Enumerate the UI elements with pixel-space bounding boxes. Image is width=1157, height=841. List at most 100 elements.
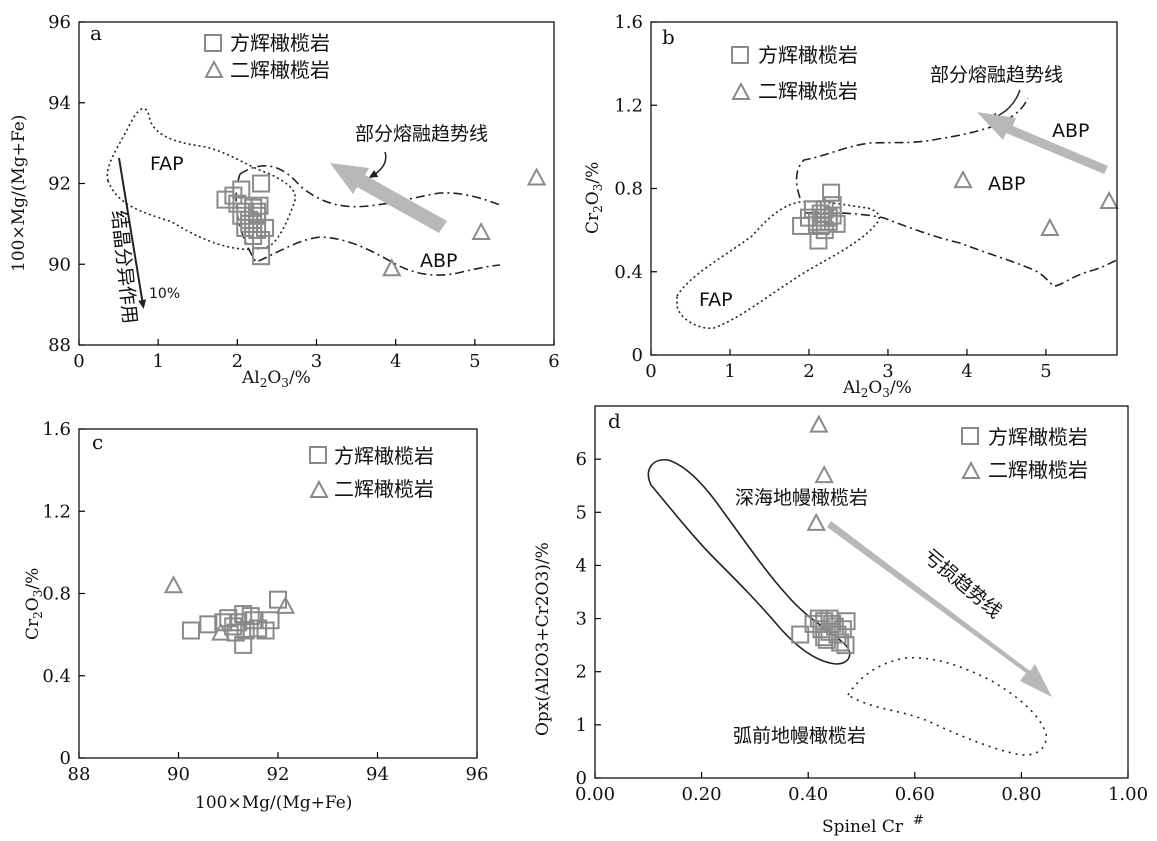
- panel-b-xlabel: Al2O3/%: [842, 378, 912, 400]
- legend-triangle-marker: [309, 479, 329, 498]
- forearc-peridotite-field: [846, 656, 1047, 756]
- legend-triangle-marker: [204, 59, 224, 78]
- panel-b-plot-frame: [650, 21, 1118, 356]
- fap-field-boundary: [106, 107, 296, 251]
- panel-d-letter: d: [608, 409, 621, 433]
- lherzolite-point: [382, 258, 402, 277]
- abyssal-peridotite-label: 深海地幔橄榄岩: [735, 487, 868, 509]
- y-tick-label: 1.2: [614, 95, 643, 116]
- y-tick-label: 2: [576, 662, 587, 683]
- lherzolite-point: [1040, 217, 1060, 237]
- harzburgite-point: [261, 611, 280, 630]
- lherzolite-point: [526, 167, 547, 186]
- panel-d-ylabel: Opx(Al2O3+Cr2O3)/%: [533, 542, 553, 736]
- x-tick-label: 0: [645, 361, 656, 382]
- lherzolite-point: [275, 595, 296, 614]
- x-tick-label: 6: [548, 351, 559, 372]
- legend-label-lherzolite: 二辉橄榄岩: [988, 458, 1088, 482]
- harzburgite-point: [256, 621, 275, 640]
- y-tick-label: 94: [48, 93, 71, 114]
- lherzolite-point: [163, 575, 184, 594]
- x-tick-label: 0.60: [895, 784, 935, 805]
- harzburgite-point: [822, 183, 841, 202]
- y-tick-label: 1: [576, 715, 587, 736]
- crystallization-arrow: [118, 157, 147, 309]
- abp-field-lower: [803, 211, 1118, 287]
- x-tick-label: 96: [466, 764, 489, 785]
- x-tick-label: 2: [232, 351, 243, 372]
- x-tick-label: 0.80: [1001, 784, 1041, 805]
- panel-c-letter: c: [92, 430, 103, 454]
- panel-b-ylabel: Cr2O3/%: [583, 162, 605, 234]
- x-tick-label: 4: [390, 351, 401, 372]
- harzburgite-point: [241, 607, 260, 626]
- x-tick-label: 1: [724, 361, 735, 382]
- lherzolite-point: [471, 221, 491, 240]
- harzburgite-point: [815, 628, 834, 647]
- x-tick-label: 94: [366, 764, 389, 785]
- legend-square-marker: [961, 427, 979, 445]
- panel-b-fields: [676, 97, 1118, 330]
- fap-field-boundary: [676, 200, 881, 330]
- harzburgite-point: [224, 617, 243, 636]
- harzburgite-point: [836, 636, 855, 655]
- harzburgite-point: [820, 609, 839, 628]
- harzburgite-point: [837, 612, 856, 631]
- x-tick-label: 5: [1040, 361, 1051, 382]
- x-tick-label: 0.40: [788, 784, 828, 805]
- panel-c-ylabel: Cr2O3/%: [23, 568, 45, 640]
- harzburgite-point: [791, 625, 810, 644]
- partial-melting-trend-arrow: [330, 163, 447, 233]
- lherzolite-point: [211, 622, 231, 641]
- legend-label-lherzolite: 二辉橄榄岩: [230, 58, 330, 82]
- panel-c: 88 90 92 94 96 0 0.4 0.8 1.2 1.6 c 方辉橄榄岩 二辉橄榄岩 10…: [23, 419, 488, 813]
- partial-melting-trend-label: 部分熔融趋势线: [355, 123, 488, 145]
- x-tick-label: 5: [469, 351, 480, 372]
- ten-percent-label: 10%: [149, 286, 180, 302]
- abp-label-lower: ABP: [988, 173, 1026, 195]
- panel-a-letter: a: [90, 21, 102, 45]
- panel-b: 0 1 2 3 4 5 0 0.4 0.8 1.2 1.6 b 方辉橄榄岩 二辉橄榄岩 部分熔融趋势…: [583, 12, 1119, 400]
- panel-a-xlabel: Al2O3/%: [241, 368, 311, 390]
- x-tick-label: 0: [73, 351, 84, 372]
- x-tick-label: 88: [68, 764, 91, 785]
- crystallization-label: 结晶分异作用: [107, 209, 141, 325]
- harzburgite-point: [232, 180, 251, 199]
- harzburgite-point: [252, 174, 271, 193]
- depletion-trend-arrow: [827, 521, 1052, 697]
- x-tick-label: 1.00: [1108, 784, 1148, 805]
- legend-label-lherzolite: 二辉橄榄岩: [758, 79, 858, 103]
- abp-label: ABP: [420, 250, 458, 272]
- harzburgite-point: [199, 615, 218, 634]
- fap-label: FAP: [150, 153, 184, 175]
- panel-d-xlabel: Spinel Cr #: [822, 813, 924, 837]
- x-tick-label: 3: [882, 361, 893, 382]
- legend-label-harzburgite: 方辉橄榄岩: [334, 444, 434, 468]
- panel-c-plot-frame: [78, 428, 478, 759]
- x-tick-label: 0.20: [682, 784, 722, 805]
- harzburgite-point: [252, 247, 271, 266]
- legend-square-marker: [204, 34, 222, 52]
- forearc-peridotite-label: 弧前地幔橄榄岩: [733, 725, 866, 747]
- panel-a-plot-frame: [78, 21, 555, 346]
- panel-c-xlabel: 100×Mg/(Mg+Fe): [195, 793, 352, 813]
- trend-label-pointer: [368, 151, 387, 179]
- panel-b-letter: b: [662, 25, 675, 49]
- harzburgite-point: [827, 214, 846, 233]
- partial-melting-trend-label: 部分熔融趋势线: [930, 64, 1063, 86]
- y-tick-label: 0: [576, 768, 587, 789]
- harzburgite-point: [814, 208, 833, 227]
- y-tick-label: 0: [632, 345, 643, 366]
- y-tick-label: 0.8: [42, 584, 71, 605]
- y-tick-label: 0.8: [614, 179, 643, 200]
- lherzolite-point: [806, 512, 826, 531]
- y-tick-label: 6: [576, 449, 587, 470]
- x-tick-label: 4: [961, 361, 972, 382]
- lherzolite-point: [814, 464, 834, 484]
- lherzolite-point: [809, 414, 829, 433]
- partial-melting-trend-arrow: [977, 112, 1108, 174]
- legend-square-marker: [731, 46, 749, 64]
- legend-triangle-marker: [961, 460, 981, 479]
- abp-label-upper: ABP: [1052, 120, 1090, 142]
